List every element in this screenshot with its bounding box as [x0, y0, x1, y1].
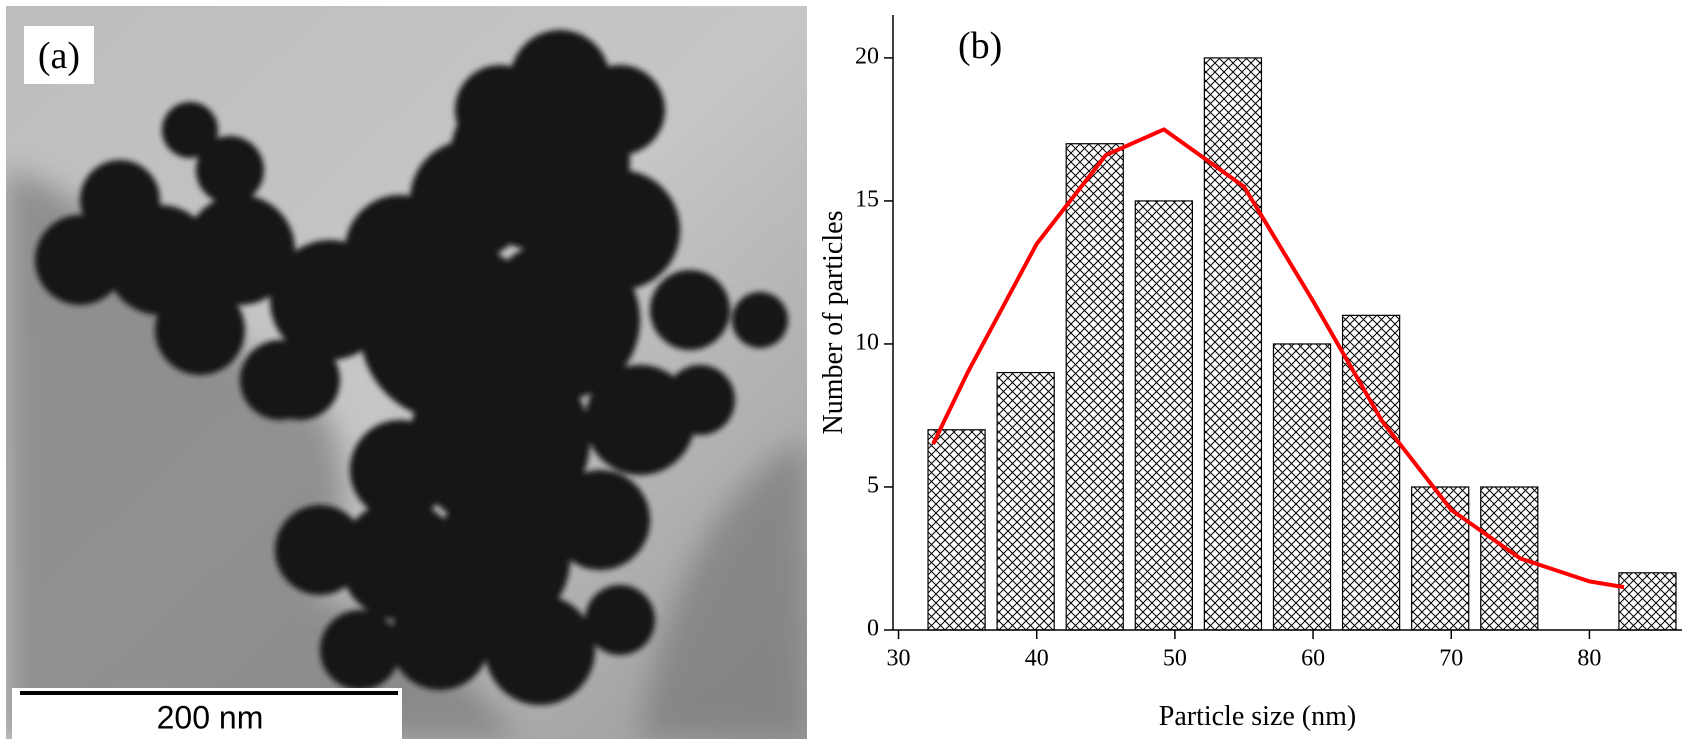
- y-tick-label: 10: [855, 329, 879, 355]
- bar: [1134, 200, 1193, 631]
- bar: [996, 371, 1055, 631]
- y-axis-title: Number of particles: [818, 211, 849, 435]
- x-tick-label: 80: [1577, 646, 1601, 672]
- fit-curve: [931, 127, 1625, 590]
- y-tick-label: 15: [855, 186, 879, 212]
- x-tick-label: 50: [1163, 646, 1187, 672]
- x-tick-label: 30: [887, 646, 911, 672]
- y-tick-label: 20: [855, 43, 879, 69]
- bar: [1203, 57, 1263, 631]
- y-tick-label: 0: [867, 616, 879, 642]
- bar: [1411, 486, 1470, 631]
- tem-image: (a) 200 nm: [6, 6, 807, 739]
- y-tick-label: 5: [867, 472, 879, 498]
- panel-label: (a): [38, 35, 80, 77]
- bar: [1272, 343, 1332, 631]
- panel-label: (b): [958, 25, 1002, 67]
- x-tick-label: 40: [1025, 646, 1049, 672]
- bar: [1618, 572, 1677, 631]
- x-axis-title: Particle size (nm): [1159, 701, 1356, 732]
- scale-bar-label: 200 nm: [157, 699, 264, 735]
- bar: [927, 429, 986, 631]
- bar: [1065, 143, 1124, 631]
- x-tick-label: 70: [1439, 646, 1463, 672]
- bar: [1341, 314, 1401, 631]
- x-tick-label: 60: [1301, 646, 1325, 672]
- bar: [1480, 486, 1539, 631]
